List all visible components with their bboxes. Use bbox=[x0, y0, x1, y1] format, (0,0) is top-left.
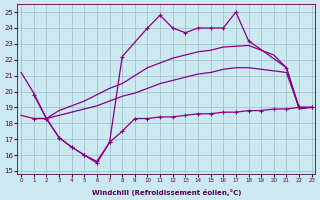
X-axis label: Windchill (Refroidissement éolien,°C): Windchill (Refroidissement éolien,°C) bbox=[92, 189, 241, 196]
